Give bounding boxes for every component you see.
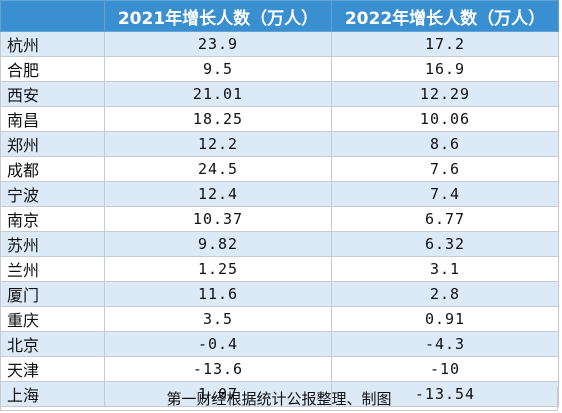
value-cell-2021: 9.82 — [104, 231, 332, 257]
table-row: 南京 10.37 6.77 — [0, 206, 559, 232]
city-cell: 合肥 — [0, 56, 105, 82]
city-cell: 天津 — [0, 356, 105, 382]
value-cell-2021: 24.5 — [104, 156, 332, 182]
value-cell-2021: 21.01 — [104, 81, 332, 107]
value-cell-2021: 3.5 — [104, 306, 332, 332]
city-cell: 宁波 — [0, 181, 105, 207]
column-header-2022: 2022年增长人数（万人） — [331, 0, 559, 32]
column-header-2021: 2021年增长人数（万人） — [104, 0, 332, 32]
value-cell-2022: 7.6 — [331, 156, 559, 182]
value-cell-2022: 8.6 — [331, 131, 559, 157]
city-cell: 南京 — [0, 206, 105, 232]
value-cell-2021: 10.37 — [104, 206, 332, 232]
value-cell-2022: 6.32 — [331, 231, 559, 257]
table-row: 杭州 23.9 17.2 — [0, 31, 559, 57]
city-cell: 厦门 — [0, 281, 105, 307]
value-cell-2022: 7.4 — [331, 181, 559, 207]
table-row: 兰州 1.25 3.1 — [0, 256, 559, 282]
table-row: 成都 24.5 7.6 — [0, 156, 559, 182]
city-cell: 上海 — [0, 381, 105, 407]
city-cell: 苏州 — [0, 231, 105, 257]
city-cell: 兰州 — [0, 256, 105, 282]
value-cell-2021: -0.4 — [104, 331, 332, 357]
value-cell-2021: 12.2 — [104, 131, 332, 157]
table-row: 合肥 9.5 16.9 — [0, 56, 559, 82]
table-row: 重庆 3.5 0.91 — [0, 306, 559, 332]
value-cell-2022: -4.3 — [331, 331, 559, 357]
table-body: 杭州 23.9 17.2 合肥 9.5 16.9 西安 21.01 12.29 南昌 18.25 10… — [0, 31, 559, 407]
value-cell-2021: 23.9 — [104, 31, 332, 57]
table-row: 郑州 12.2 8.6 — [0, 131, 559, 157]
source-caption: 第一财经根据统计公报整理、制图 — [0, 387, 558, 411]
table-row: 苏州 9.82 6.32 — [0, 231, 559, 257]
value-cell-2022: -13.54 — [331, 381, 559, 407]
table-row: 宁波 12.4 7.4 — [0, 181, 559, 207]
city-cell: 郑州 — [0, 131, 105, 157]
table-header-row: 2021年增长人数（万人） 2022年增长人数（万人） — [0, 0, 559, 32]
value-cell-2021: 18.25 — [104, 106, 332, 132]
value-cell-2022: -10 — [331, 356, 559, 382]
value-cell-2021: -13.6 — [104, 356, 332, 382]
value-cell-2022: 2.8 — [331, 281, 559, 307]
city-cell: 北京 — [0, 331, 105, 357]
value-cell-2022: 3.1 — [331, 256, 559, 282]
value-cell-2022: 10.06 — [331, 106, 559, 132]
value-cell-2021: 11.6 — [104, 281, 332, 307]
table-row: 上海 1.07 -13.54 — [0, 381, 559, 407]
table-row: 天津 -13.6 -10 — [0, 356, 559, 382]
table-row: 西安 21.01 12.29 — [0, 81, 559, 107]
value-cell-2022: 6.77 — [331, 206, 559, 232]
table-row: 北京 -0.4 -4.3 — [0, 331, 559, 357]
value-cell-2022: 17.2 — [331, 31, 559, 57]
value-cell-2022: 12.29 — [331, 81, 559, 107]
table-row: 南昌 18.25 10.06 — [0, 106, 559, 132]
value-cell-2022: 0.91 — [331, 306, 559, 332]
city-cell: 重庆 — [0, 306, 105, 332]
table-row: 厦门 11.6 2.8 — [0, 281, 559, 307]
city-cell: 杭州 — [0, 31, 105, 57]
value-cell-2021: 12.4 — [104, 181, 332, 207]
value-cell-2021: 1.25 — [104, 256, 332, 282]
city-column-header — [0, 0, 105, 32]
value-cell-2022: 16.9 — [331, 56, 559, 82]
city-cell: 西安 — [0, 81, 105, 107]
city-cell: 南昌 — [0, 106, 105, 132]
city-cell: 成都 — [0, 156, 105, 182]
value-cell-2021: 9.5 — [104, 56, 332, 82]
